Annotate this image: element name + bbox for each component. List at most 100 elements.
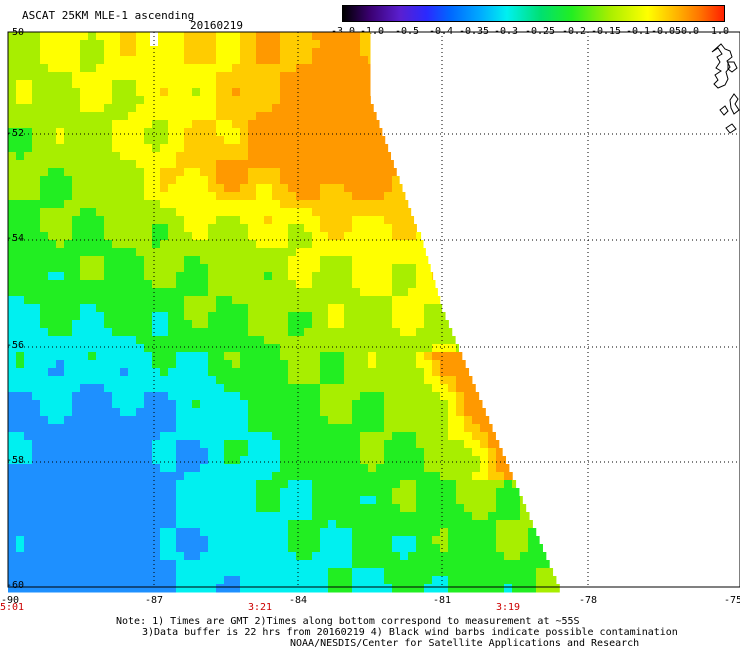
wind-cell xyxy=(400,464,409,473)
wind-cell xyxy=(168,40,177,49)
wind-cell xyxy=(328,480,337,489)
wind-cell xyxy=(280,320,289,329)
wind-cell xyxy=(280,72,289,81)
wind-cell xyxy=(216,256,225,265)
wind-cell xyxy=(224,112,233,121)
wind-cell xyxy=(464,488,473,497)
wind-cell xyxy=(200,400,209,409)
wind-cell xyxy=(280,528,289,537)
wind-cell xyxy=(40,496,49,505)
wind-cell xyxy=(312,168,321,177)
wind-cell xyxy=(8,248,17,257)
wind-cell xyxy=(104,72,113,81)
wind-cell xyxy=(304,336,313,345)
wind-cell xyxy=(96,56,105,65)
wind-cell xyxy=(432,416,441,425)
wind-cell xyxy=(128,248,137,257)
wind-cell xyxy=(400,248,409,257)
wind-cell xyxy=(240,160,249,169)
wind-cell xyxy=(224,64,233,73)
wind-cell xyxy=(280,520,289,529)
wind-cell xyxy=(48,48,57,57)
wind-cell xyxy=(320,424,329,433)
wind-cell xyxy=(232,400,241,409)
wind-cell xyxy=(40,456,49,465)
wind-cell xyxy=(32,448,41,457)
wind-cell xyxy=(272,104,281,113)
wind-cell xyxy=(184,416,193,425)
wind-cell xyxy=(408,248,417,257)
wind-cell xyxy=(40,536,49,545)
wind-cell xyxy=(368,504,377,513)
wind-cell xyxy=(32,400,41,409)
wind-cell xyxy=(200,136,209,145)
wind-cell xyxy=(392,280,401,289)
wind-cell xyxy=(200,544,209,553)
wind-cell xyxy=(312,296,321,305)
wind-cell xyxy=(224,72,233,81)
wind-cell xyxy=(328,504,337,513)
wind-cell xyxy=(472,488,481,497)
wind-cell xyxy=(256,504,265,513)
wind-cell xyxy=(416,232,422,241)
wind-cell xyxy=(224,408,233,417)
wind-cell xyxy=(368,528,377,537)
wind-cell xyxy=(88,232,97,241)
wind-cell xyxy=(184,376,193,385)
wind-cell xyxy=(88,104,97,113)
wind-cell xyxy=(24,432,33,441)
wind-cell xyxy=(32,368,41,377)
wind-cell xyxy=(176,264,185,273)
wind-cell xyxy=(32,32,41,41)
wind-cell xyxy=(344,88,353,97)
wind-cell xyxy=(264,552,273,561)
wind-cell xyxy=(216,184,225,193)
wind-cell xyxy=(208,336,217,345)
wind-cell xyxy=(272,384,281,393)
wind-cell xyxy=(24,584,33,593)
wind-cell xyxy=(152,544,161,553)
wind-cell xyxy=(80,288,89,297)
wind-cell xyxy=(520,568,529,577)
wind-cell xyxy=(352,48,361,57)
wind-cell xyxy=(488,432,496,441)
wind-cell xyxy=(240,320,249,329)
wind-cell xyxy=(184,320,193,329)
wind-cell xyxy=(120,240,129,249)
wind-cell xyxy=(144,152,153,161)
wind-cell xyxy=(144,544,153,553)
wind-cell xyxy=(376,176,385,185)
wind-cell xyxy=(128,536,137,545)
wind-cell xyxy=(160,440,169,449)
wind-cell xyxy=(320,352,329,361)
wind-cell xyxy=(192,360,201,369)
wind-cell xyxy=(272,320,281,329)
wind-cell xyxy=(16,272,25,281)
wind-cell xyxy=(208,432,217,441)
wind-cell xyxy=(456,360,465,369)
wind-cell xyxy=(320,464,329,473)
wind-cell xyxy=(40,464,49,473)
wind-cell xyxy=(344,216,353,225)
wind-cell xyxy=(56,136,65,145)
wind-cell xyxy=(272,480,281,489)
wind-cell xyxy=(288,248,297,257)
wind-cell xyxy=(32,280,41,289)
wind-cell xyxy=(280,368,289,377)
wind-cell xyxy=(72,448,81,457)
wind-cell xyxy=(432,568,441,577)
wind-cell xyxy=(384,144,389,153)
wind-cell xyxy=(464,464,473,473)
wind-cell xyxy=(312,96,321,105)
wind-cell xyxy=(64,456,73,465)
wind-cell xyxy=(336,496,345,505)
wind-cell xyxy=(288,176,297,185)
wind-cell xyxy=(88,488,97,497)
wind-cell xyxy=(360,352,369,361)
wind-cell xyxy=(96,568,105,577)
wind-cell xyxy=(216,200,225,209)
wind-cell xyxy=(192,424,201,433)
wind-cell xyxy=(128,224,137,233)
wind-cell xyxy=(280,560,289,569)
wind-cell xyxy=(56,448,65,457)
